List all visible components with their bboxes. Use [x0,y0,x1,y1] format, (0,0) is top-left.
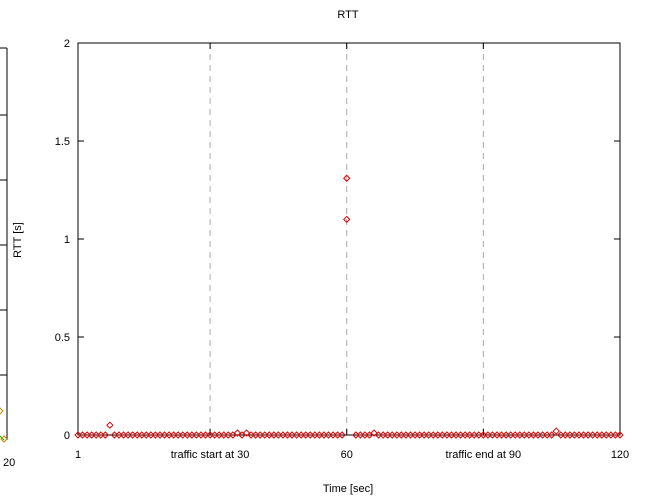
data-point [553,428,559,434]
reference-lines [210,43,483,435]
x-axis-label: Time [sec] [323,483,373,495]
left-fragment-point [1,436,7,442]
data-points [75,175,623,438]
x-tick-label: 60 [341,449,353,461]
y-axis: 0 0.5 1 1.5 2 [55,38,620,442]
x-tick-label: 1 [75,449,81,461]
data-point [107,422,113,428]
y-tick-label: 2 [64,38,70,50]
plot-frame [78,43,620,435]
y-axis-label: RTT [s] [12,222,24,258]
x-axis: 1 traffic start at 30 60 traffic end at 90 1… [75,43,629,461]
y-tick-label: 1.5 [55,136,70,148]
y-tick-label: 1 [64,234,70,246]
left-fragment-tick-label: 20 [3,457,15,469]
y-tick-label: 0.5 [55,332,70,344]
y-tick-label: 0 [64,430,70,442]
left-fragment-point [0,408,3,414]
x-tick-label: traffic start at 30 [171,449,250,461]
x-tick-label: 120 [611,449,629,461]
x-tick-label: traffic end at 90 [446,449,522,461]
chart-title: RTT [337,9,358,21]
